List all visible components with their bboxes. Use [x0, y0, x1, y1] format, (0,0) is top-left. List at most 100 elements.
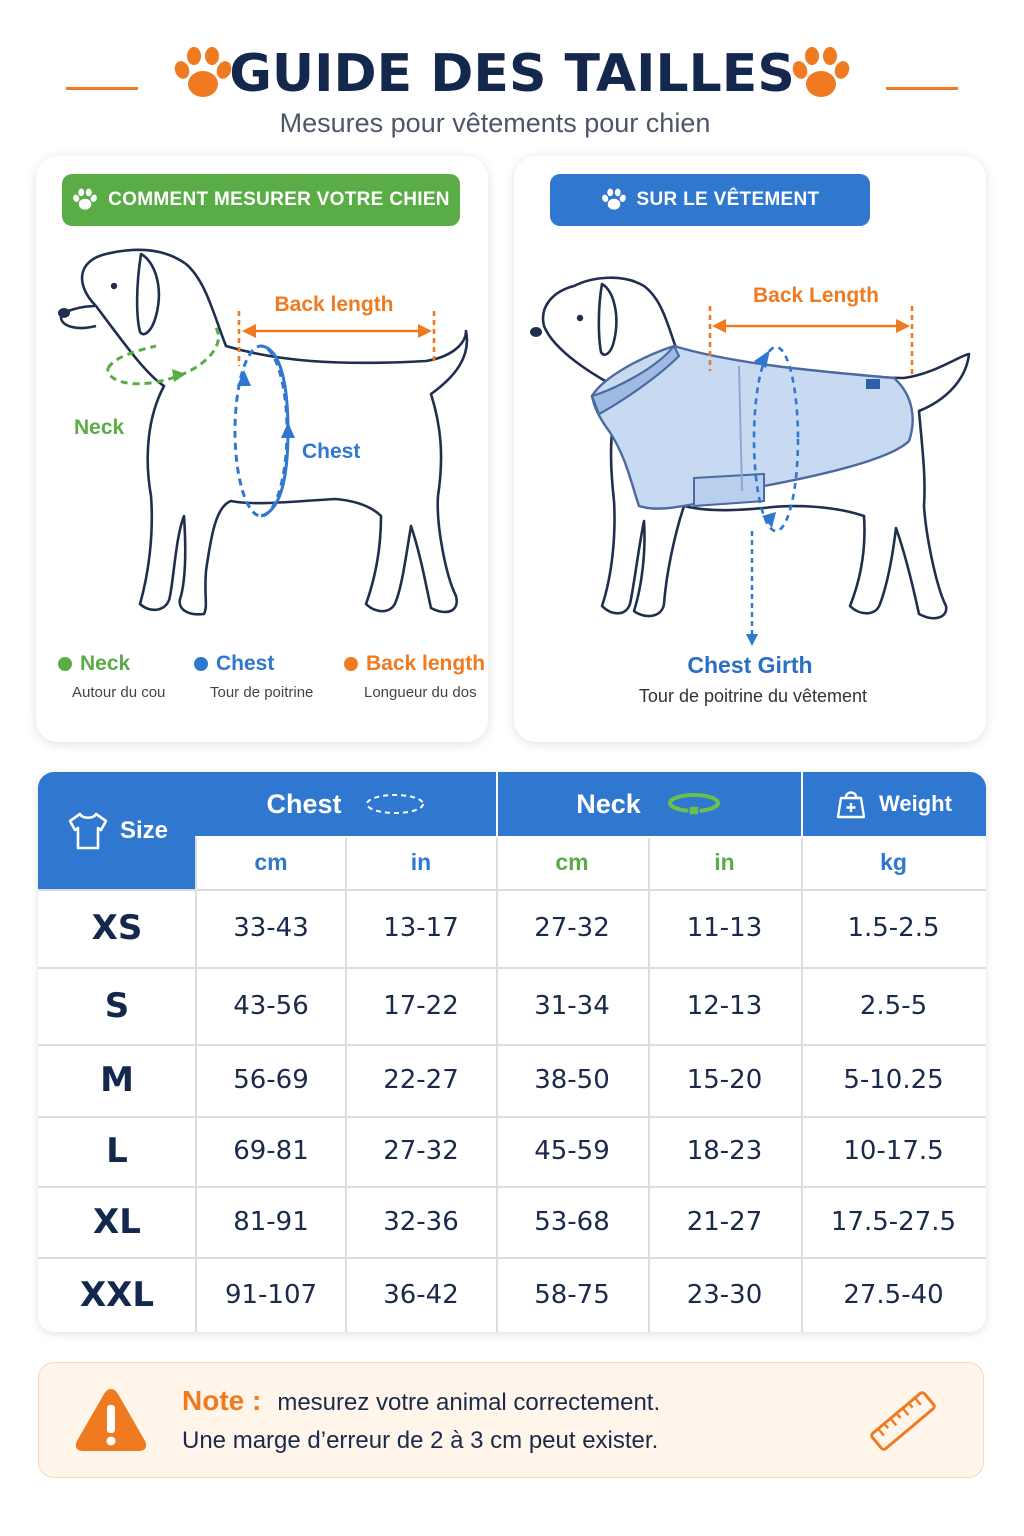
orange-dot-icon: [344, 657, 358, 671]
chest-in-value: 36-42: [383, 1279, 459, 1310]
neck-cm-value: 31-34: [534, 990, 610, 1021]
paw-icon: [601, 188, 626, 210]
legend-sub: Autour du cou: [72, 684, 166, 701]
unit-weight-kg: kg: [801, 836, 986, 889]
group-label: Chest: [266, 788, 342, 819]
collar-icon: [667, 793, 720, 816]
legend-sub: Longueur du dos: [364, 684, 477, 701]
paw-icon: [174, 47, 232, 97]
size-label: S: [104, 985, 130, 1026]
note-line-1: Note : mesurez votre animal correctement…: [182, 1385, 660, 1417]
dog-nose: [530, 327, 542, 337]
grid-line: [801, 772, 803, 836]
size-header-label: Size: [119, 816, 169, 844]
dog-eye: [110, 282, 118, 290]
pill-label: SUR LE VÊTEMENT: [636, 189, 820, 210]
size-header: Size: [38, 772, 196, 889]
neck-in-value: 15-20: [686, 1065, 763, 1095]
arrow-right-icon: [896, 319, 910, 333]
neck-cm-value: 38-50: [534, 1065, 610, 1095]
chest-in-value: 17-22: [383, 990, 459, 1021]
legend-label: Back length: [366, 652, 486, 675]
neck-cm-value: 53-68: [534, 1206, 610, 1237]
weight-value: 5-10.25: [843, 1065, 944, 1095]
green-dot-icon: [58, 657, 72, 671]
neck-cm-value: 58-75: [534, 1279, 610, 1310]
chest-cm-value: 81-91: [233, 1206, 309, 1237]
arrow-down-icon: [746, 634, 758, 646]
garment-back-length-label: Back Length: [753, 284, 879, 307]
chest-in-value: 27-32: [383, 1136, 459, 1166]
size-label: M: [100, 1060, 134, 1100]
grid-line: [496, 836, 498, 1332]
size-label: XL: [93, 1201, 141, 1242]
chest-cm-value: 56-69: [233, 1065, 309, 1095]
dog-nose-tip: [58, 308, 70, 318]
note-line-2: Une marge d’erreur de 2 à 3 cm peut exis…: [182, 1427, 659, 1454]
chest-girth-ring: [752, 345, 800, 533]
note-text-1: mesurez votre animal correctement.: [277, 1389, 661, 1416]
header-rule-left: [66, 87, 138, 90]
chest-cm-value: 69-81: [233, 1136, 309, 1166]
on-garment-pill: SUR LE VÊTEMENT: [550, 174, 870, 226]
warning-icon: [75, 1389, 147, 1451]
chest-arrow-icon: [237, 370, 251, 386]
neck-arrow-icon: [172, 369, 186, 382]
weight-group-header: Weight: [801, 772, 986, 836]
neck-group-header: Neck: [496, 772, 801, 836]
unit-chest-in: in: [346, 836, 496, 889]
neck-measure-line: [106, 327, 220, 386]
grid-line: [345, 836, 347, 1332]
unit-neck-cm: cm: [496, 836, 648, 889]
legend-sub: Tour de poitrine: [210, 684, 314, 701]
dog-outline: [80, 248, 469, 616]
group-label: Weight: [879, 791, 952, 816]
shirt-icon: [68, 812, 108, 849]
ruler-icon: [870, 1391, 936, 1451]
unit-neck-in: in: [648, 836, 801, 889]
chest-cm-value: 43-56: [233, 990, 309, 1021]
girth-arrow-icon: [762, 512, 776, 528]
chest-in-value: 22-27: [383, 1065, 459, 1095]
garment-shape: [590, 343, 914, 510]
chest-girth-subtitle: Tour de poitrine du vêtement: [638, 686, 868, 706]
garment-tag: [866, 379, 880, 389]
weight-value: 27.5-40: [843, 1279, 944, 1310]
chest-in-value: 32-36: [383, 1206, 459, 1237]
grid-line: [648, 836, 650, 1332]
arrow-right-icon: [418, 324, 432, 338]
size-label: XXL: [79, 1274, 155, 1315]
legend-label: Neck: [80, 652, 131, 675]
grid-line: [196, 836, 986, 838]
pill-label: COMMENT MESURER VOTRE CHIEN: [108, 189, 450, 210]
dashed-ring-icon: [365, 794, 424, 814]
weight-value: 10-17.5: [843, 1136, 944, 1166]
size-label: L: [106, 1131, 128, 1171]
neck-in-value: 23-30: [686, 1279, 763, 1310]
size-label: XS: [91, 908, 143, 948]
garment-measure-diagram: Back Length: [530, 276, 971, 646]
weight-value: 2.5-5: [859, 990, 928, 1021]
neck-label: Neck: [74, 416, 125, 439]
how-to-measure-pill: COMMENT MESURER VOTRE CHIEN: [62, 174, 460, 226]
weight-value: 1.5-2.5: [847, 913, 940, 943]
chest-girth-title: Chest Girth: [687, 652, 813, 678]
paw-icon: [792, 47, 850, 97]
neck-in-value: 11-13: [686, 913, 763, 943]
header: GUIDE DES TAILLES Mesures pour vêtements…: [0, 36, 1024, 146]
arrow-left-icon: [712, 319, 726, 333]
chest-cm-value: 91-107: [224, 1279, 318, 1310]
note-label: Note :: [182, 1385, 262, 1416]
legend-item-back-length: Back length Longueur du dos: [344, 652, 485, 701]
chest-cm-value: 33-43: [233, 913, 309, 943]
page-title: GUIDE DES TAILLES: [229, 44, 795, 104]
grid-line: [38, 1044, 986, 1046]
unit-chest-cm: cm: [196, 836, 346, 889]
legend-item-neck: Neck Autour du cou: [58, 652, 165, 701]
header-rule-right: [886, 87, 958, 90]
neck-in-value: 21-27: [686, 1206, 763, 1237]
grid-line: [801, 836, 803, 1332]
grid-line: [38, 889, 986, 891]
chest-in-value: 13-17: [383, 913, 459, 943]
chest-label: Chest: [302, 440, 360, 463]
